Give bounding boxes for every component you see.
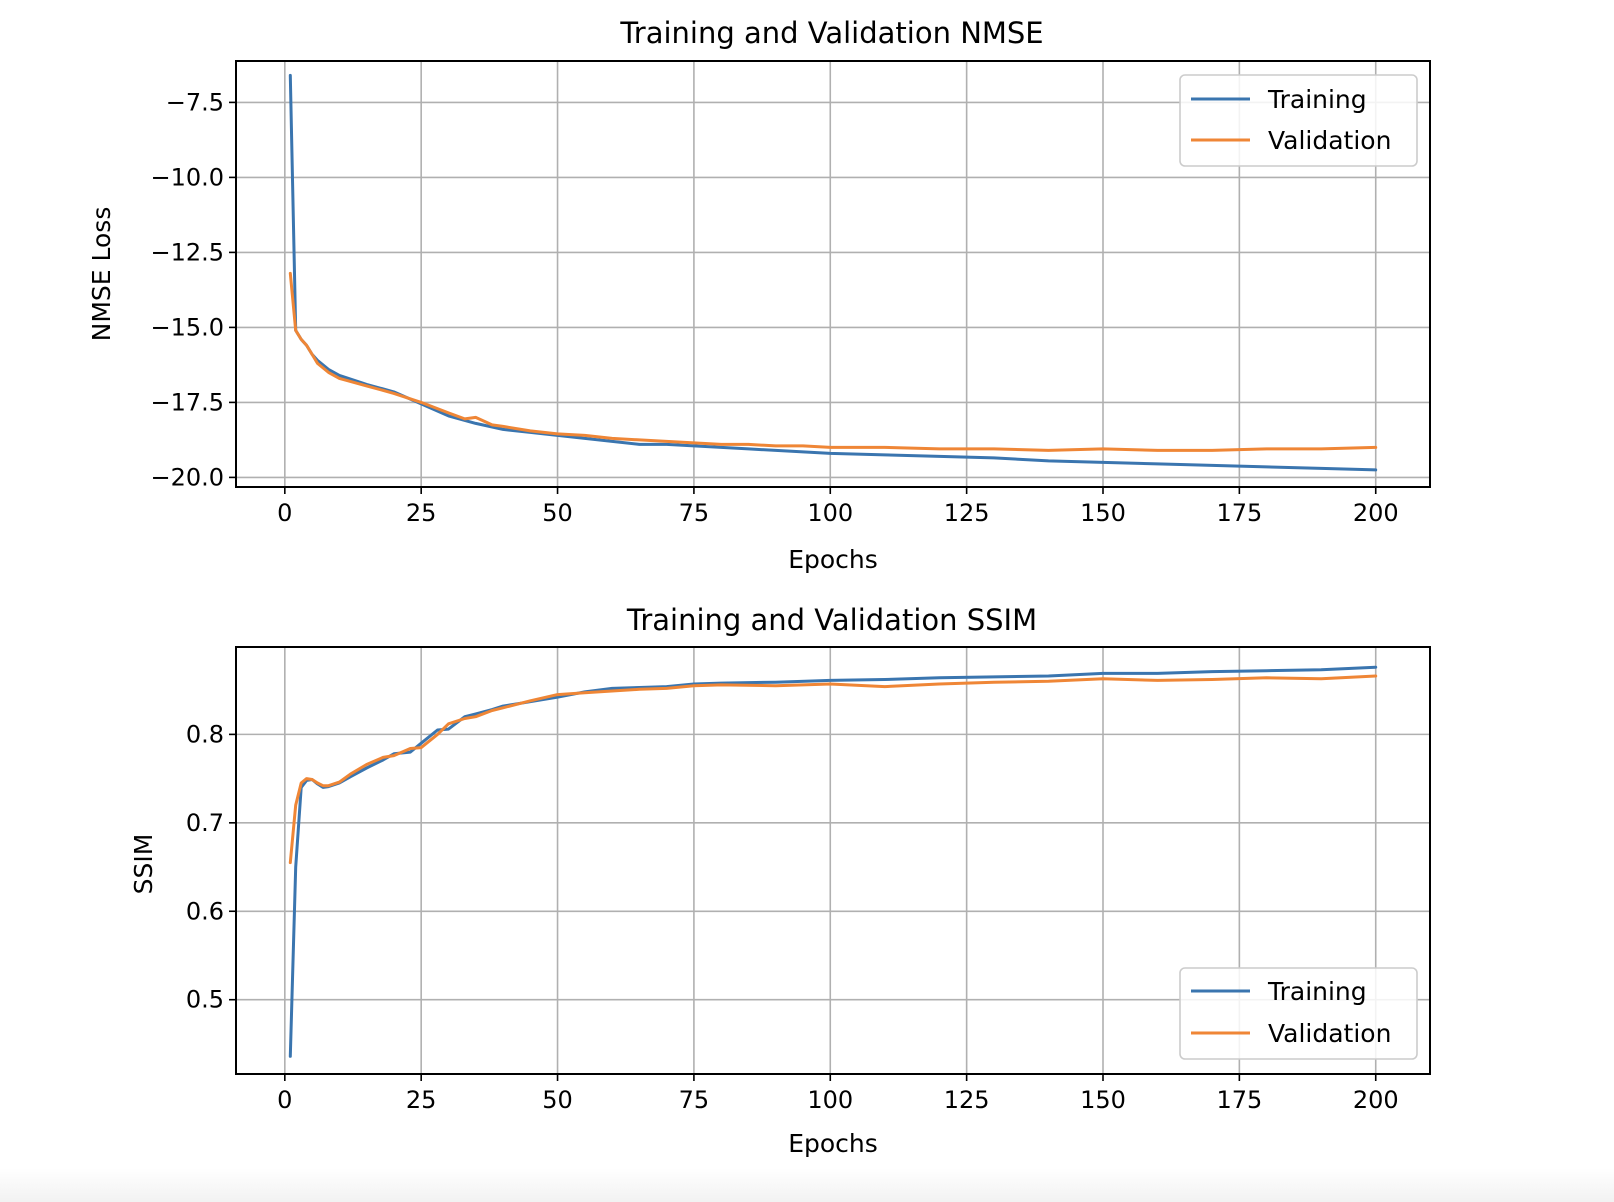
ssim-chart: Training and Validation SSIM 0 25 50 75 100 1… <box>129 603 1431 1158</box>
ssim-series-validation-line <box>288 674 1378 865</box>
nmse-series-layer <box>288 73 1378 472</box>
ssim-y-tick-label: 0.7 <box>186 809 224 837</box>
ssim-y-tick-label: 0.5 <box>186 986 224 1014</box>
nmse-x-tick-label: 150 <box>1080 499 1126 527</box>
ssim-chart-title: Training and Validation SSIM <box>626 603 1037 637</box>
nmse-x-tick-label: 50 <box>542 499 573 527</box>
nmse-series-training-line <box>288 73 1378 472</box>
ssim-x-tick-label: 150 <box>1080 1086 1126 1114</box>
nmse-x-tick-label: 200 <box>1353 499 1399 527</box>
ssim-plot-frame <box>235 646 1431 1075</box>
nmse-y-axis-label: NMSE Loss <box>87 207 116 342</box>
ssim-x-tick-label: 75 <box>679 1086 710 1114</box>
ssim-x-tick-label: 50 <box>542 1086 573 1114</box>
ssim-legend-label-training: Training <box>1267 977 1367 1006</box>
ssim-y-tick-label: 0.6 <box>186 897 224 925</box>
window-bottom-edge <box>0 1168 1614 1202</box>
ssim-legend: Training Validation <box>1179 967 1418 1060</box>
nmse-legend: Training Validation <box>1179 74 1418 167</box>
nmse-y-tick-label: −17.5 <box>150 388 224 416</box>
nmse-chart-title: Training and Validation NMSE <box>619 16 1043 50</box>
ssim-legend-label-validation: Validation <box>1268 1019 1391 1048</box>
nmse-ticks: 0 25 50 75 100 125 150 175 200 −7.5 −10.0 −12.5 −15.… <box>150 88 1398 527</box>
nmse-x-axis-label: Epochs <box>788 545 878 574</box>
ssim-x-axis-label: Epochs <box>788 1129 878 1158</box>
nmse-chart: Training and Validation NMSE 0 25 50 75 100 1… <box>87 16 1431 574</box>
nmse-x-tick-label: 175 <box>1216 499 1262 527</box>
ssim-x-tick-label: 175 <box>1216 1086 1262 1114</box>
nmse-y-tick-label: −12.5 <box>150 238 224 266</box>
nmse-y-tick-label: −10.0 <box>150 163 224 191</box>
nmse-legend-label-validation: Validation <box>1268 126 1391 155</box>
nmse-series-validation-line <box>288 271 1378 452</box>
ssim-y-axis-label: SSIM <box>129 834 158 895</box>
ssim-x-tick-label: 100 <box>807 1086 853 1114</box>
nmse-y-tick-label: −15.0 <box>150 313 224 341</box>
nmse-grid <box>236 61 1430 487</box>
ssim-x-tick-label: 0 <box>277 1086 292 1114</box>
nmse-x-tick-label: 100 <box>807 499 853 527</box>
nmse-x-tick-label: 125 <box>944 499 990 527</box>
ssim-x-tick-label: 25 <box>406 1086 437 1114</box>
nmse-x-tick-label: 25 <box>406 499 437 527</box>
nmse-x-tick-label: 0 <box>277 499 292 527</box>
ssim-x-tick-label: 125 <box>944 1086 990 1114</box>
ssim-x-tick-label: 200 <box>1353 1086 1399 1114</box>
ssim-series-layer <box>288 665 1378 1058</box>
nmse-plot-frame <box>235 60 1431 488</box>
nmse-y-tick-label: −20.0 <box>150 463 224 491</box>
ssim-y-tick-label: 0.8 <box>186 720 224 748</box>
nmse-legend-label-training: Training <box>1267 85 1367 114</box>
nmse-y-tick-label: −7.5 <box>166 88 224 116</box>
nmse-x-tick-label: 75 <box>679 499 710 527</box>
ssim-ticks: 0 25 50 75 100 125 150 175 200 0.5 0.6 0.7 0.8 <box>186 720 1399 1114</box>
